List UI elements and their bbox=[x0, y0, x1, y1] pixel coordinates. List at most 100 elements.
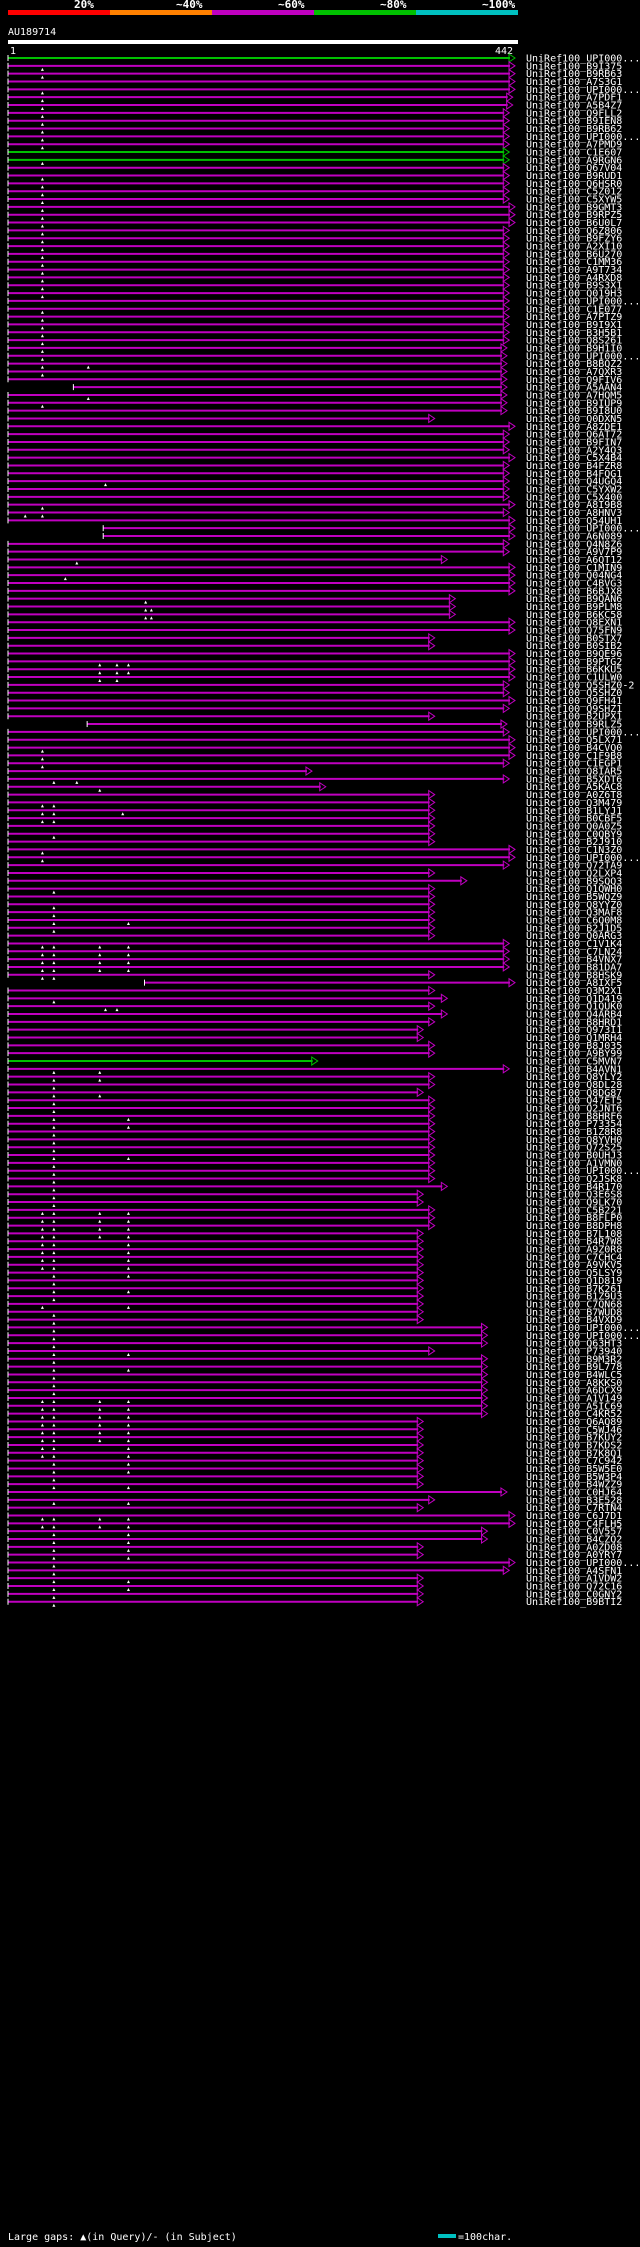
hit-row[interactable]: UniRef100_C1V1K4 bbox=[7, 938, 622, 950]
hit-row[interactable]: UniRef100_A0ZD08 bbox=[7, 1541, 622, 1553]
hit-row[interactable]: UniRef100_A1VMN0 bbox=[7, 1157, 622, 1169]
hit-label[interactable]: UniRef100_B8HRF6 bbox=[526, 1111, 622, 1122]
hit-label[interactable]: UniRef100_UPI000... bbox=[526, 1331, 640, 1342]
hit-row[interactable]: UniRef100_C6Q0M8 bbox=[7, 915, 622, 926]
hit-label[interactable]: UniRef100_B6KC58 bbox=[526, 610, 622, 621]
hit-label[interactable]: UniRef100_B3E528 bbox=[526, 1495, 622, 1506]
hit-row[interactable]: UniRef100_Q47ET5 bbox=[7, 1095, 622, 1107]
hit-label[interactable]: UniRef100_B8FLP0 bbox=[526, 1213, 622, 1224]
hit-row[interactable]: UniRef100_B6KKU5 bbox=[7, 664, 622, 676]
hit-row[interactable]: UniRef100_UPI000... bbox=[7, 295, 640, 307]
hit-label[interactable]: UniRef100_B6U270 bbox=[526, 249, 622, 260]
hit-label[interactable]: UniRef100_C5WJ46 bbox=[526, 1425, 622, 1436]
hit-label[interactable]: UniRef100_Q2JSK8 bbox=[526, 1174, 622, 1185]
hit-row[interactable]: UniRef100_A5B4Z7 bbox=[7, 100, 622, 112]
hit-label[interactable]: UniRef100_Q0ARG3 bbox=[526, 931, 622, 942]
hit-label[interactable]: UniRef100_B8BQZ2 bbox=[526, 359, 622, 370]
hit-label[interactable]: UniRef100_Q1D819 bbox=[526, 1276, 622, 1287]
hit-row[interactable]: UniRef100_B8BQZ2 bbox=[7, 358, 622, 370]
hit-label[interactable]: UniRef100_B4R170 bbox=[526, 1182, 622, 1193]
hit-row[interactable]: UniRef100_B8J035 bbox=[7, 1040, 622, 1052]
hit-label[interactable]: UniRef100_B8J035 bbox=[526, 1041, 622, 1052]
hit-label[interactable]: UniRef100_Q019H3 bbox=[526, 289, 622, 300]
hit-label[interactable]: UniRef100_B9RB62 bbox=[526, 124, 622, 135]
hit-row[interactable]: UniRef100_Q0DXN5 bbox=[7, 413, 622, 425]
hit-row[interactable]: UniRef100_B9I9X1 bbox=[7, 319, 622, 331]
hit-label[interactable]: UniRef100_Q75FN9 bbox=[526, 626, 622, 637]
hit-label[interactable]: UniRef100_B81DA7 bbox=[526, 962, 622, 973]
hit-label[interactable]: UniRef100_Q5LX71 bbox=[526, 735, 622, 746]
hit-row[interactable]: UniRef100_B9PTG2 bbox=[7, 656, 622, 668]
hit-label[interactable]: UniRef100_B7K261 bbox=[526, 1284, 622, 1295]
hit-row[interactable]: UniRef100_B1LYJ1 bbox=[7, 805, 622, 817]
hit-label[interactable]: UniRef100_Q3MAF8 bbox=[526, 908, 622, 919]
hit-row[interactable]: UniRef100_B9FIN7 bbox=[7, 437, 622, 448]
hit-label[interactable]: UniRef100_C7CHC4 bbox=[526, 1252, 622, 1263]
hit-label[interactable]: UniRef100_Q72C16 bbox=[526, 1582, 622, 1593]
hit-label[interactable]: UniRef100_Q1QUK0 bbox=[526, 1002, 622, 1013]
hit-label[interactable]: UniRef100_B9PTG2 bbox=[526, 657, 622, 668]
hit-row[interactable]: UniRef100_A8KKS0 bbox=[7, 1377, 622, 1389]
hit-label[interactable]: UniRef100_Q4ARB4 bbox=[526, 1009, 622, 1020]
hit-row[interactable]: UniRef100_B9S3X1 bbox=[7, 280, 622, 292]
hit-row[interactable]: UniRef100_C7QN68 bbox=[7, 1298, 622, 1310]
hit-row[interactable]: UniRef100_Q72TA9 bbox=[7, 860, 622, 872]
hit-label[interactable]: UniRef100_Q9FIV6 bbox=[526, 375, 622, 386]
hit-row[interactable]: UniRef100_C5MVN7 bbox=[7, 1056, 622, 1068]
hit-row[interactable]: UniRef100_B9FZY6 bbox=[7, 233, 622, 245]
hit-row[interactable]: UniRef100_B8FLP0 bbox=[7, 1212, 622, 1224]
hit-label[interactable]: UniRef100_A5AAN4 bbox=[526, 383, 622, 394]
hit-row[interactable]: UniRef100_B4R7W8 bbox=[7, 1236, 622, 1248]
hit-row[interactable]: UniRef100_A5IC69 bbox=[7, 1400, 622, 1412]
hit-row[interactable]: UniRef100_B3E528 bbox=[7, 1494, 622, 1506]
hit-row[interactable]: UniRef100_A7S3G1 bbox=[7, 76, 622, 88]
hit-row[interactable]: UniRef100_A8ZDE1 bbox=[7, 421, 622, 433]
hit-label[interactable]: UniRef100_C1F9B8 bbox=[526, 751, 622, 762]
hit-row[interactable]: UniRef100_UPI000... bbox=[7, 53, 640, 65]
hit-label[interactable]: UniRef100_B9RB63 bbox=[526, 69, 622, 80]
hit-label[interactable]: UniRef100_A0YRY7 bbox=[526, 1550, 622, 1561]
hit-label[interactable]: UniRef100_B0CBF5 bbox=[526, 814, 622, 825]
hit-label[interactable]: UniRef100_A8HNV3 bbox=[526, 508, 622, 519]
hit-row[interactable]: UniRef100_C5B221 bbox=[7, 1204, 622, 1216]
hit-row[interactable]: UniRef100_C0HJ64 bbox=[7, 1487, 622, 1498]
hit-label[interactable]: UniRef100_A7PDF1 bbox=[526, 93, 622, 104]
hit-label[interactable]: UniRef100_B9PLM8 bbox=[526, 602, 622, 613]
hit-row[interactable]: UniRef100_B9QE96 bbox=[7, 648, 622, 660]
hit-label[interactable]: UniRef100_A4RXD8 bbox=[526, 273, 622, 284]
hit-row[interactable]: UniRef100_Q9LK70 bbox=[7, 1197, 622, 1209]
hit-label[interactable]: UniRef100_A7PTZ9 bbox=[526, 312, 622, 323]
hit-label[interactable]: UniRef100_Q9FLL2 bbox=[526, 108, 622, 119]
hit-label[interactable]: UniRef100_B6U0L7 bbox=[526, 218, 622, 229]
hit-row[interactable]: UniRef100_A2Y4Q3 bbox=[7, 444, 622, 456]
hit-row[interactable]: UniRef100_Q8DG87 bbox=[7, 1087, 622, 1099]
hit-row[interactable]: UniRef100_Q8YLY2 bbox=[7, 1071, 622, 1083]
hit-row[interactable]: UniRef100_C6J7D1 bbox=[7, 1510, 622, 1522]
hit-label[interactable]: UniRef100_UPI000... bbox=[526, 351, 640, 362]
hit-label[interactable]: UniRef100_B9L778 bbox=[526, 1362, 622, 1373]
hit-row[interactable]: UniRef100_Q6AT72 bbox=[7, 429, 622, 441]
hit-label[interactable]: UniRef100_B1Z9U3 bbox=[526, 1292, 622, 1303]
hit-label[interactable]: UniRef100_UPI000... bbox=[526, 853, 640, 864]
hit-label[interactable]: UniRef100_B9H1I0 bbox=[526, 343, 622, 354]
hit-label[interactable]: UniRef100_Q8YVH0 bbox=[526, 1135, 622, 1146]
hit-row[interactable]: UniRef100_UPI000... bbox=[7, 84, 640, 96]
hit-row[interactable]: UniRef100_Q8YYZ0 bbox=[7, 899, 622, 911]
hit-label[interactable]: UniRef100_UPI000... bbox=[526, 727, 640, 738]
hit-label[interactable]: UniRef100_A6QT12 bbox=[526, 555, 622, 566]
hit-row[interactable]: UniRef100_UPI000... bbox=[7, 1330, 640, 1342]
hit-row[interactable]: UniRef100_C1F9B8 bbox=[7, 750, 622, 762]
hit-label[interactable]: UniRef100_A8I9B8 bbox=[526, 500, 622, 511]
hit-label[interactable]: UniRef100_C0QBY9 bbox=[526, 829, 622, 840]
hit-row[interactable]: UniRef100_Q0A0Z5 bbox=[7, 820, 622, 832]
hit-label[interactable]: UniRef100_A1VDW2 bbox=[526, 1574, 622, 1585]
hit-label[interactable]: UniRef100_B4VNX7 bbox=[526, 955, 622, 966]
hit-row[interactable]: UniRef100_Q8IAR5 bbox=[7, 766, 622, 778]
hit-label[interactable]: UniRef100_A0ZD08 bbox=[526, 1542, 622, 1553]
hit-row[interactable]: UniRef100_C5YXW2 bbox=[7, 484, 622, 495]
hit-label[interactable]: UniRef100_C5X400 bbox=[526, 492, 622, 503]
hit-label[interactable]: UniRef100_A6DCX9 bbox=[526, 1386, 622, 1397]
hit-row[interactable]: UniRef100_C1E077 bbox=[7, 303, 622, 315]
hit-row[interactable]: UniRef100_Q3MAF8 bbox=[7, 907, 622, 919]
hit-row[interactable]: UniRef100_B5W3P4 bbox=[7, 1471, 622, 1483]
